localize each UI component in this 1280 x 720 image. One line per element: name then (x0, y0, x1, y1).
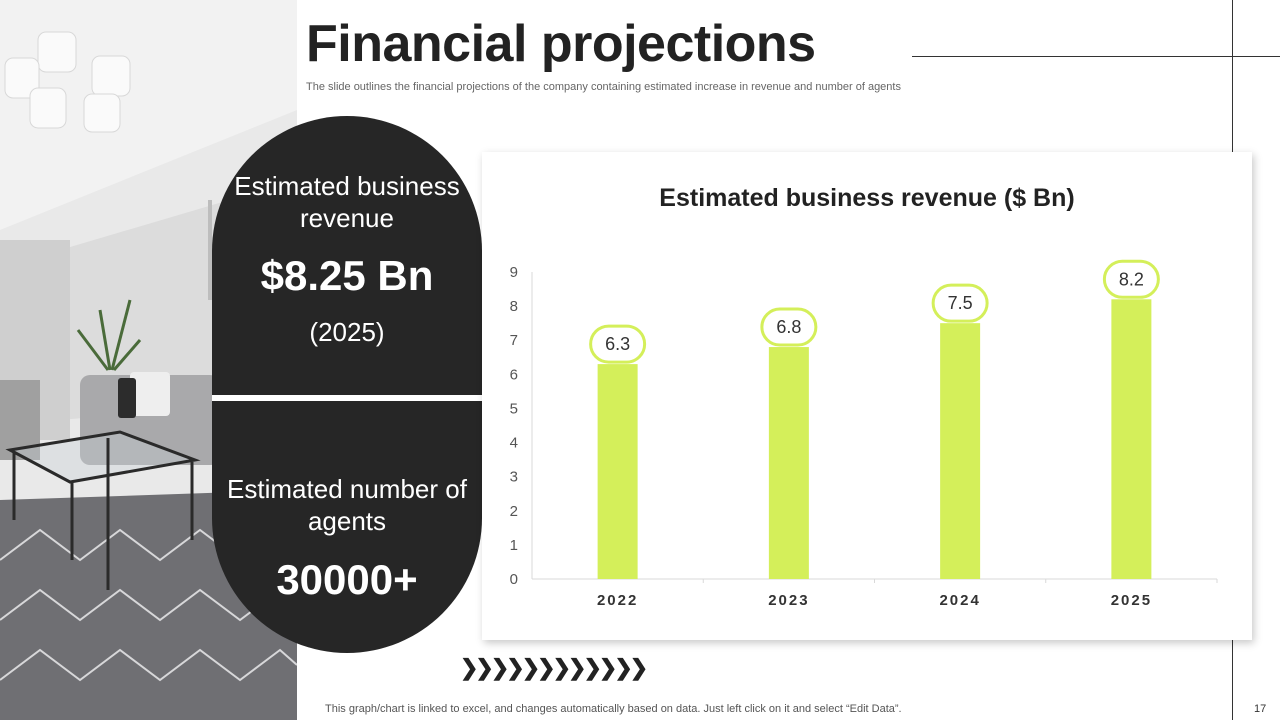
y-tick-label: 7 (510, 332, 518, 349)
data-label: 6.8 (776, 317, 801, 337)
y-tick-label: 1 (510, 537, 518, 554)
x-tick-label: 2025 (1111, 592, 1152, 609)
page-number: 17 (1254, 703, 1267, 715)
data-label: 8.2 (1119, 269, 1144, 289)
y-tick-label: 6 (510, 366, 518, 383)
header-rule (912, 56, 1280, 57)
chart-title: Estimated business revenue ($ Bn) (659, 184, 1075, 212)
y-tick-label: 5 (510, 400, 518, 417)
bar-2022 (597, 364, 638, 579)
stats-divider (212, 395, 482, 401)
y-tick-label: 3 (510, 469, 518, 486)
y-tick-label: 0 (510, 571, 518, 588)
chevron-arrows-icon: ❯❯❯❯❯❯❯❯❯❯❯❯ (460, 655, 648, 680)
chart-card[interactable]: Estimated business revenue ($ Bn) 0 1 2 3 4 5… (482, 152, 1252, 640)
data-label: 6.3 (605, 334, 630, 354)
x-tick-label: 2023 (768, 592, 809, 609)
chart-footnote: This graph/chart is linked to excel, and… (325, 703, 902, 715)
page-subtitle: The slide outlines the financial project… (306, 81, 901, 93)
data-label-bubble (589, 324, 647, 364)
data-label-bubble (931, 283, 989, 323)
y-tick-label: 8 (510, 298, 518, 315)
revenue-value: $8.25 Bn (260, 252, 434, 299)
page-title: Financial projections (306, 15, 816, 73)
agents-label: Estimated number of agents (227, 474, 467, 536)
x-tick-label: 2022 (597, 592, 638, 609)
bar-2023 (768, 347, 809, 579)
bar-2024 (940, 323, 981, 579)
data-label-bubble (760, 307, 818, 347)
revenue-year: (2025) (309, 317, 385, 347)
revenue-label: Estimated business revenue (234, 171, 460, 233)
stats-pill: Estimated business revenue $8.25 Bn (202… (212, 116, 482, 653)
x-tick-label: 2024 (939, 592, 980, 609)
data-label: 7.5 (948, 293, 973, 313)
y-tick-label: 2 (510, 503, 518, 520)
data-label-bubble (1102, 259, 1160, 299)
y-tick-label: 4 (510, 435, 518, 452)
revenue-bar-chart[interactable]: 0 1 2 3 4 5 6 7 8 9 6.3 2022 6.8 2023 7.5 2024 8.2 2025 (482, 152, 1252, 640)
bar-2025 (1111, 299, 1152, 579)
y-tick-label: 9 (510, 264, 518, 281)
agents-value: 30000+ (276, 556, 418, 603)
